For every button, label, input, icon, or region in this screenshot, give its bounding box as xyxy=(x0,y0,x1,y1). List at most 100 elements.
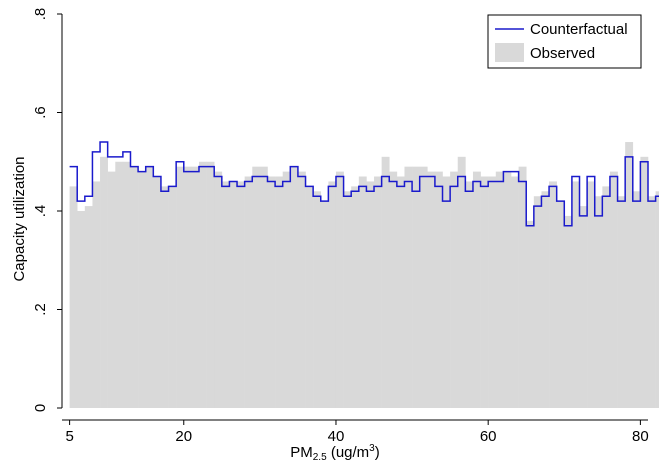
y-tick-label: .6 xyxy=(32,106,49,119)
observed-bar xyxy=(328,181,337,408)
observed-bar xyxy=(320,201,329,408)
observed-bar xyxy=(153,176,162,408)
observed-bar xyxy=(404,166,413,408)
observed-bar xyxy=(183,166,192,408)
observed-bar xyxy=(609,171,618,408)
observed-bar xyxy=(115,161,124,408)
observed-bar xyxy=(381,156,390,408)
x-axis-title-main: PM xyxy=(290,444,313,461)
observed-bar xyxy=(297,171,306,408)
x-tick-label: 60 xyxy=(480,428,497,445)
observed-bar xyxy=(518,166,527,408)
observed-bar xyxy=(648,196,656,408)
observed-bar xyxy=(549,181,557,408)
legend-observed-label: Observed xyxy=(530,45,595,62)
observed-bar xyxy=(533,196,542,408)
observed-bar xyxy=(206,161,215,408)
observed-bar xyxy=(457,156,466,408)
x-axis-ticks: 5 20 40 60 80 xyxy=(65,420,649,445)
observed-bar xyxy=(252,166,261,408)
observed-bar xyxy=(275,176,284,408)
observed-bar xyxy=(198,161,207,408)
observed-bar xyxy=(358,176,367,408)
observed-bar xyxy=(541,191,550,408)
observed-bar xyxy=(69,186,78,408)
x-axis-title-unit-close: ) xyxy=(375,444,380,461)
y-tick-label: .2 xyxy=(32,303,49,316)
observed-bar xyxy=(229,181,238,408)
observed-bar xyxy=(351,186,360,408)
observed-bar xyxy=(419,166,428,408)
observed-bar xyxy=(77,211,86,408)
observed-bar xyxy=(374,176,382,408)
observed-bar xyxy=(191,166,200,408)
observed-bars xyxy=(69,142,659,409)
observed-bar xyxy=(511,176,519,408)
observed-bar xyxy=(282,171,291,408)
observed-bar xyxy=(488,176,497,408)
observed-bar xyxy=(480,176,489,408)
observed-bar xyxy=(465,181,474,408)
observed-bar xyxy=(556,201,565,408)
x-tick-label: 40 xyxy=(328,428,345,445)
observed-bar xyxy=(442,176,451,408)
observed-bar xyxy=(396,176,405,408)
observed-bar xyxy=(267,176,276,408)
observed-bar xyxy=(655,191,659,408)
y-tick-label: .4 xyxy=(32,205,49,218)
observed-bar xyxy=(366,181,375,408)
observed-bar xyxy=(602,186,611,408)
observed-bar xyxy=(176,166,185,408)
y-axis-title: Capacity utilization xyxy=(11,156,28,281)
observed-bar xyxy=(244,176,253,408)
observed-bar xyxy=(594,196,603,408)
x-tick-label: 20 xyxy=(175,428,192,445)
observed-bar xyxy=(237,181,245,408)
observed-bar xyxy=(145,166,154,408)
observed-bar xyxy=(564,215,573,408)
observed-bar xyxy=(259,166,268,408)
observed-bar xyxy=(343,191,352,408)
y-tick-label: 0 xyxy=(32,404,49,412)
observed-bar xyxy=(632,191,641,408)
y-tick-label: .8 xyxy=(32,8,49,21)
observed-bar xyxy=(160,186,169,408)
x-axis-title: PM2.5 (ug/m3) xyxy=(290,443,379,463)
x-tick-label: 5 xyxy=(65,428,73,445)
observed-bar xyxy=(472,171,481,408)
observed-bar xyxy=(107,171,116,408)
observed-bar xyxy=(335,171,344,408)
legend-box xyxy=(487,14,642,69)
observed-bar xyxy=(450,171,459,408)
observed-bar xyxy=(495,171,504,408)
observed-bar xyxy=(587,181,596,408)
x-axis-title-subscript: 2.5 xyxy=(313,452,327,463)
observed-bar xyxy=(100,156,108,408)
observed-bar xyxy=(434,171,443,408)
observed-bar xyxy=(290,166,299,408)
legend: Counterfactual Observed xyxy=(487,14,642,69)
observed-bar xyxy=(168,186,177,408)
x-axis-title-superscript: 3 xyxy=(369,443,375,454)
observed-bar xyxy=(412,166,420,408)
observed-bar xyxy=(138,171,147,408)
observed-bar xyxy=(221,181,230,408)
legend-counterfactual-label: Counterfactual xyxy=(530,21,628,38)
legend-observed-swatch xyxy=(495,43,524,62)
counterfactual-series xyxy=(69,141,659,227)
observed-bar xyxy=(579,206,588,408)
observed-bar xyxy=(130,166,139,408)
observed-bar xyxy=(313,191,322,408)
observed-bar xyxy=(571,181,580,408)
observed-bar xyxy=(625,142,634,409)
observed-bar xyxy=(214,171,223,408)
observed-bar xyxy=(427,171,436,408)
observed-bar xyxy=(389,171,398,408)
counterfactual-step-line xyxy=(69,141,659,227)
y-axis-ticks: 0 .2 .4 .6 .8 xyxy=(32,8,62,412)
observed-bar xyxy=(617,196,626,408)
observed-bar xyxy=(526,220,535,408)
x-tick-label: 80 xyxy=(632,428,649,445)
observed-bar xyxy=(640,156,649,408)
